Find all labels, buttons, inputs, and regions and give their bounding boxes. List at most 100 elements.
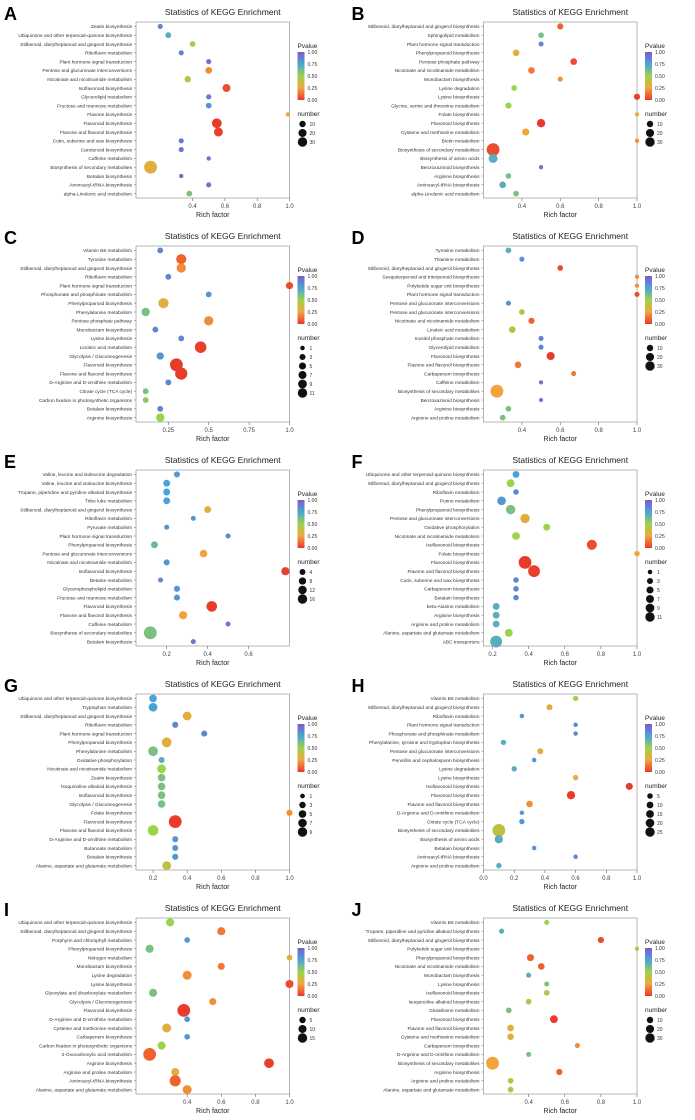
data-point (172, 721, 179, 728)
data-point (518, 556, 532, 569)
pvalue-colorbar (297, 724, 305, 772)
pvalue-legend-tick: 0.00 (655, 546, 665, 552)
term-label: Carotenoid biosynthesis (81, 147, 133, 153)
number-legend-tick: 16 (310, 597, 316, 603)
term-label: Plant hormone signal transduction (59, 731, 132, 737)
pvalue-legend-tick: 0.50 (655, 970, 665, 976)
pvalue-legend-tick: 0.25 (308, 534, 318, 540)
data-point (184, 937, 191, 943)
x-tick-label: 0.8 (597, 1100, 606, 1106)
data-point (499, 928, 505, 934)
data-point (199, 549, 208, 558)
data-point (570, 58, 578, 65)
term-label: Riboflavin metabolism (85, 516, 132, 522)
data-point (519, 810, 525, 816)
x-tick-label: 0.25 (162, 428, 174, 434)
pvalue-legend-tick: 1.00 (308, 946, 318, 952)
x-tick-label: 0.2 (488, 652, 497, 658)
term-label: Porphyrin and chlorophyll metabolism (52, 938, 132, 944)
chart-panel-D: D Statistics of KEGG Enrichment 0.4 0.6 0.8 1… (352, 228, 668, 443)
data-point (286, 809, 293, 816)
number-legend-dot (300, 793, 305, 799)
data-point (512, 49, 520, 57)
term-label: Phenylpropanoid biosynthesis (68, 543, 132, 549)
pvalue-legend-tick: 1.00 (655, 274, 665, 280)
data-point (144, 160, 157, 174)
term-label: Lysine biosynthesis (438, 95, 480, 101)
x-axis-label: Rich factor (196, 884, 230, 891)
data-point (597, 936, 604, 944)
number-legend-tick: 11 (310, 391, 315, 397)
data-point (528, 565, 540, 578)
plot-area (135, 21, 290, 199)
chart-panel-E: E Statistics of KEGG Enrichment 0.2 0.4 0.6 R… (4, 452, 320, 667)
plot-area (135, 469, 290, 647)
number-legend-tick: 1 (657, 570, 660, 576)
term-label: Riboflavin metabolism (85, 51, 132, 57)
pvalue-legend-title: Pvalue (645, 939, 665, 946)
chart-panel-B: B Statistics of KEGG Enrichment 0.4 0.6 0.8 1… (352, 4, 668, 219)
data-point (519, 818, 525, 825)
term-label: Nicotinate and nicotinamide metabolism (395, 534, 480, 540)
pvalue-legend-tick: 0.75 (308, 734, 318, 740)
data-point (538, 344, 544, 350)
number-legend-dot (297, 388, 308, 398)
number-legend-tick: 5 (310, 812, 313, 818)
term-label: Biosynthesis of secondary metabolites (398, 389, 480, 395)
data-point (505, 247, 512, 254)
term-label: Betalain biosynthesis (87, 639, 133, 645)
pvalue-legend-tick: 0.00 (308, 322, 318, 328)
term-label: Caffeine metabolism (88, 156, 132, 162)
chart-title: Statistics of KEGG Enrichment (512, 231, 628, 241)
term-label: Linoleic acid metabolism (427, 327, 479, 333)
pvalue-legend-tick: 0.50 (308, 74, 318, 80)
term-label: Arginine and proline metabolism (411, 622, 480, 628)
pvalue-colorbar (297, 52, 305, 100)
term-label: Pentose and glucuronate interconversions (42, 68, 132, 74)
data-point (206, 156, 211, 161)
number-legend-dot (645, 352, 655, 362)
pvalue-legend-tick: 0.75 (655, 286, 665, 292)
term-label: Flavone and flavonol biosynthesis (60, 613, 133, 619)
term-label: Phenylpropanoid biosynthesis (68, 947, 132, 953)
data-point (161, 737, 172, 748)
data-point (492, 602, 500, 610)
x-axis-label: Rich factor (544, 660, 578, 667)
number-legend-tick: 10 (310, 122, 316, 128)
term-label: Carbon fixation in photosynthetic organi… (39, 398, 133, 404)
term-label: Glycerolipid metabolism (81, 95, 132, 101)
term-label: Flavonoid biosynthesis (431, 1017, 480, 1023)
data-point (157, 1041, 166, 1050)
data-point (574, 1043, 580, 1049)
pvalue-legend-tick: 0.75 (655, 734, 665, 740)
term-label: Fructose and mannose metabolism (57, 595, 132, 601)
data-point (494, 835, 503, 844)
pvalue-legend-tick: 0.25 (655, 758, 665, 764)
pvalue-legend-title: Pvalue (645, 715, 665, 722)
x-tick-label: 0.8 (251, 1100, 260, 1106)
pvalue-legend-tick: 0.25 (655, 534, 665, 540)
pvalue-legend-tick: 0.25 (655, 982, 665, 988)
pvalue-legend-tick: 0.75 (308, 958, 318, 964)
data-point (508, 326, 516, 333)
x-tick-label: 1.0 (285, 876, 294, 882)
data-point (163, 479, 171, 487)
number-legend-dot (297, 1033, 308, 1043)
data-point (537, 748, 544, 755)
chart-title: Statistics of KEGG Enrichment (165, 679, 281, 689)
x-tick-label: 0.6 (217, 876, 226, 882)
term-label: Carbapenem biosynthesis (424, 1043, 480, 1049)
data-point (519, 309, 525, 315)
number-legend-dot (645, 1024, 655, 1034)
data-point (505, 504, 516, 515)
term-label: Nicotinate and nicotinamide metabolism (47, 77, 132, 83)
term-label: Fructose and mannose metabolism (57, 103, 132, 109)
term-label: Plant hormone signal transduction (407, 42, 480, 48)
pvalue-colorbar (297, 276, 305, 324)
panel-letter: I (4, 900, 9, 920)
term-label: Carbapenem biosynthesis (424, 587, 480, 593)
data-point (217, 927, 226, 936)
data-point (182, 1085, 192, 1095)
term-label: Aminoacyl-tRNA biosynthesis (417, 183, 480, 189)
term-label: Lysine biosynthesis (91, 982, 133, 988)
